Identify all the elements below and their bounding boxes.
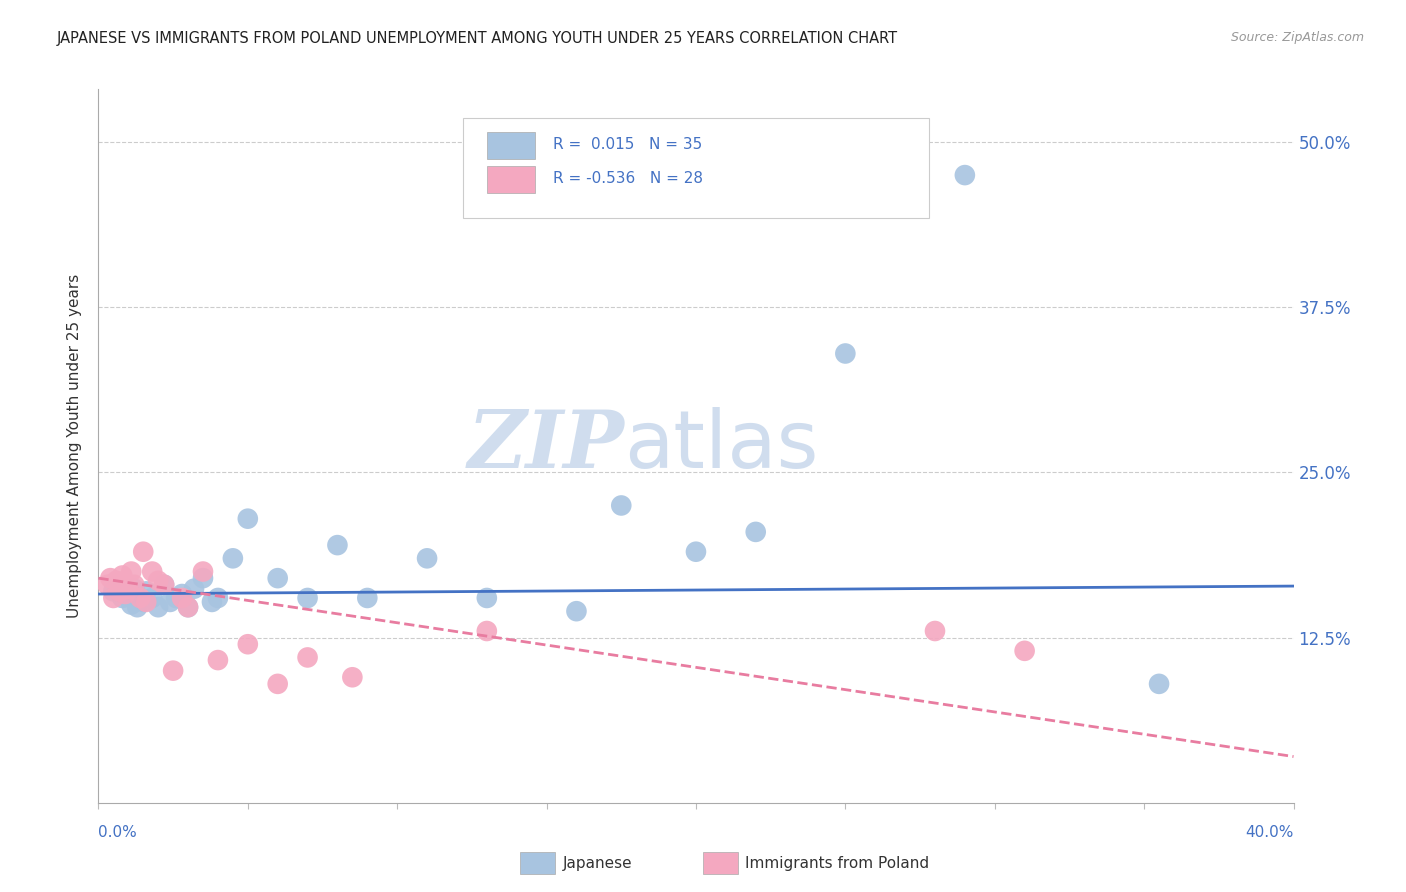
Point (124, 582, 146, 596)
Point (111, 568, 134, 582)
Point (342, 670, 364, 684)
Point (132, 545, 155, 559)
Point (103, 584, 125, 599)
Point (108, 584, 131, 599)
Point (162, 664, 184, 678)
Point (565, 604, 588, 618)
Point (475, 624, 498, 638)
Point (129, 591, 152, 605)
Point (141, 591, 163, 605)
Point (100, 571, 122, 585)
Point (96, 578, 118, 592)
Point (103, 591, 125, 605)
Point (153, 578, 176, 592)
Point (207, 653, 229, 667)
Point (148, 574, 170, 588)
Point (124, 578, 146, 592)
Point (834, 346, 856, 360)
Point (114, 587, 136, 601)
Y-axis label: Unemployment Among Youth under 25 years: Unemployment Among Youth under 25 years (67, 274, 83, 618)
Point (685, 545, 707, 559)
Point (153, 578, 176, 592)
Point (201, 595, 224, 609)
Text: R = -0.536   N = 28: R = -0.536 N = 28 (553, 171, 703, 186)
Point (117, 582, 139, 596)
Point (267, 677, 290, 691)
Point (183, 582, 205, 596)
Point (326, 538, 349, 552)
Point (117, 587, 139, 601)
Point (177, 600, 200, 615)
Point (953, 168, 976, 182)
Point (1147, 677, 1170, 691)
Text: R =  0.015   N = 35: R = 0.015 N = 35 (553, 137, 702, 153)
Point (745, 524, 768, 539)
Text: Source: ZipAtlas.com: Source: ZipAtlas.com (1230, 31, 1364, 45)
Point (177, 600, 200, 615)
Text: JAPANESE VS IMMIGRANTS FROM POLAND UNEMPLOYMENT AMONG YOUTH UNDER 25 YEARS CORRE: JAPANESE VS IMMIGRANTS FROM POLAND UNEMP… (56, 31, 897, 46)
Point (191, 565, 214, 579)
FancyBboxPatch shape (463, 118, 929, 218)
Text: ZIP: ZIP (467, 408, 624, 484)
Point (165, 591, 187, 605)
Point (610, 499, 633, 513)
Point (105, 574, 128, 588)
Point (141, 565, 163, 579)
Point (159, 595, 181, 609)
Point (297, 650, 319, 665)
Point (416, 551, 439, 566)
Point (132, 595, 155, 609)
Point (172, 591, 194, 605)
Point (267, 571, 290, 585)
Point (924, 624, 946, 638)
Point (356, 591, 378, 605)
Point (120, 598, 142, 612)
Point (172, 587, 194, 601)
Point (148, 600, 170, 615)
Point (236, 637, 259, 651)
Point (127, 600, 149, 615)
Point (297, 591, 319, 605)
Point (191, 571, 214, 585)
FancyBboxPatch shape (486, 166, 534, 193)
Point (129, 591, 152, 605)
Text: 40.0%: 40.0% (1246, 825, 1294, 840)
Point (222, 551, 245, 566)
Point (111, 591, 134, 605)
Text: 0.0%: 0.0% (98, 825, 138, 840)
FancyBboxPatch shape (486, 132, 534, 159)
Point (236, 511, 259, 525)
Text: Immigrants from Poland: Immigrants from Poland (745, 856, 929, 871)
Point (120, 565, 142, 579)
Point (135, 584, 157, 599)
Text: atlas: atlas (624, 407, 818, 485)
Point (135, 595, 157, 609)
Point (475, 591, 498, 605)
Text: Japanese: Japanese (562, 856, 633, 871)
Point (207, 591, 229, 605)
Point (1014, 644, 1036, 658)
